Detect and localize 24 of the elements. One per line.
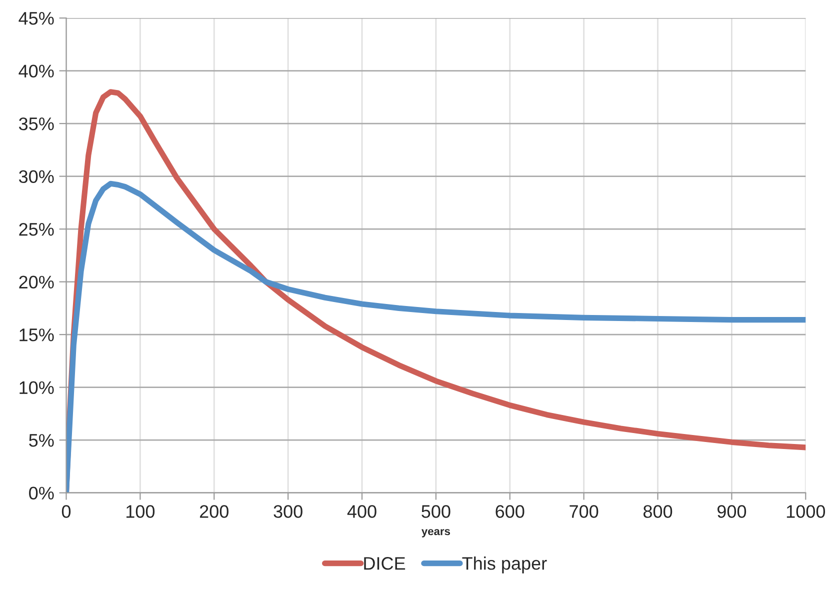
x-tick-label: 1000 (786, 505, 826, 518)
x-tick-label: 800 (643, 505, 672, 518)
x-tick-label: 200 (200, 505, 228, 518)
y-tick-label: 30% (18, 170, 54, 184)
y-tick-label: 35% (18, 117, 54, 130)
x-tick-label: 100 (126, 505, 155, 518)
y-tick-label: 40% (18, 64, 54, 78)
x-tick-label: 0 (62, 505, 71, 518)
y-tick-label: 0% (29, 486, 54, 500)
legend-label: DICE (364, 557, 406, 570)
x-tick-label: 400 (347, 505, 376, 518)
y-tick-label: 20% (19, 276, 54, 289)
x-tick-label: 300 (274, 505, 302, 518)
x-axis-title: years (422, 529, 450, 538)
y-tick-label: 5% (29, 434, 54, 447)
y-tick-label: 10% (20, 381, 54, 394)
legend-label: This paper (462, 556, 547, 574)
x-tick-label: 900 (717, 505, 746, 518)
y-tick-label: 15% (20, 328, 54, 342)
y-tick-label: 45% (18, 12, 54, 25)
y-tick-label: 25% (19, 222, 54, 236)
x-tick-label: 500 (422, 505, 450, 518)
x-tick-label: 700 (570, 505, 598, 518)
x-tick-label: 600 (496, 505, 524, 518)
